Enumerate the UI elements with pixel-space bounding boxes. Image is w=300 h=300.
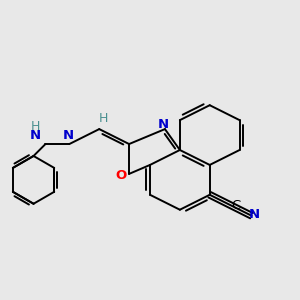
- Text: N: N: [29, 129, 40, 142]
- Text: O: O: [115, 169, 126, 182]
- Text: N: N: [158, 118, 169, 131]
- Text: H: H: [99, 112, 108, 125]
- Text: N: N: [63, 129, 74, 142]
- Text: N: N: [248, 208, 260, 221]
- Text: C: C: [231, 199, 241, 212]
- Text: H: H: [30, 120, 40, 133]
